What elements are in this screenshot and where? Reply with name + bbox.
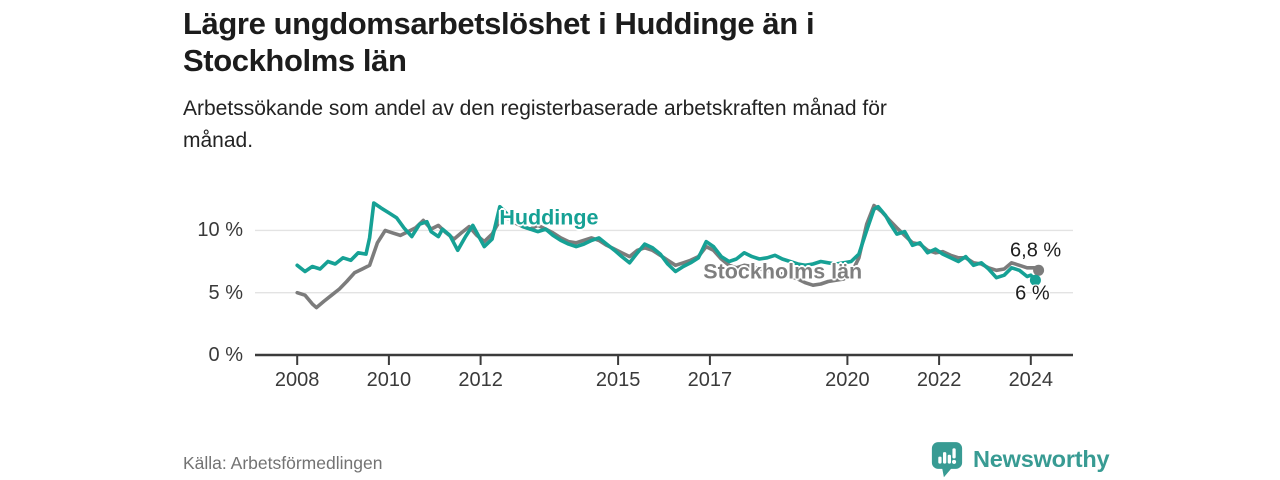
- y-axis-tick-label: 0 %: [208, 344, 243, 366]
- chart-subtitle-line-2: månad.: [183, 129, 254, 152]
- logo-bar-short: [938, 456, 942, 464]
- x-axis-tick-label: 2022: [916, 369, 962, 391]
- series-end-dot-stockholms-lan: [1033, 264, 1045, 276]
- y-axis-tick-label: 10 %: [197, 219, 243, 242]
- series-line-huddinge: [295, 201, 1038, 282]
- chart-subtitle: Arbetssökande som andel av den registerb…: [183, 93, 887, 157]
- chart-title-line-2: Stockholms län: [183, 43, 407, 78]
- y-axis-tick-label: 5 %: [208, 281, 243, 304]
- chart-title-line-1: Lägre ungdomsarbetslöshet i Huddinge än …: [183, 6, 815, 41]
- series-label-stockholms-lan: Stockholms län: [703, 259, 863, 284]
- series-label-huddinge: Huddinge: [499, 205, 599, 230]
- chart-subtitle-line-1: Arbetssökande som andel av den registerb…: [183, 97, 887, 120]
- newsworthy-logo[interactable]: Newsworthy: [931, 441, 1110, 478]
- end-value-label-huddinge: 6 %: [1015, 282, 1050, 305]
- series-line-stockholms-lan: [295, 203, 1041, 310]
- x-axis-tick-label: 2010: [366, 369, 412, 391]
- newsworthy-logo-icon: [931, 442, 963, 478]
- x-axis-tick-label: 2020: [825, 369, 870, 391]
- logo-exclamation-dot: [952, 459, 957, 464]
- chart-title: Lägre ungdomsarbetslöshet i Huddinge än …: [183, 5, 815, 79]
- logo-bar-tall: [943, 452, 947, 464]
- newsworthy-logo-text: Newsworthy: [973, 446, 1110, 472]
- x-axis-tick-label: 2012: [458, 369, 503, 391]
- end-value-label-stockholms-lan: 6,8 %: [1010, 239, 1062, 262]
- logo-bubble-shape: [931, 442, 963, 478]
- logo-bar-medium: [947, 454, 951, 464]
- x-axis-tick-label: 2015: [595, 369, 641, 391]
- x-axis-tick-label: 2017: [687, 369, 733, 391]
- x-axis-tick-label: 2024: [1008, 369, 1054, 391]
- logo-exclamation-bar: [952, 448, 956, 459]
- source-note: Källa: Arbetsförmedlingen: [183, 453, 383, 473]
- x-axis-tick-label: 2008: [274, 369, 320, 391]
